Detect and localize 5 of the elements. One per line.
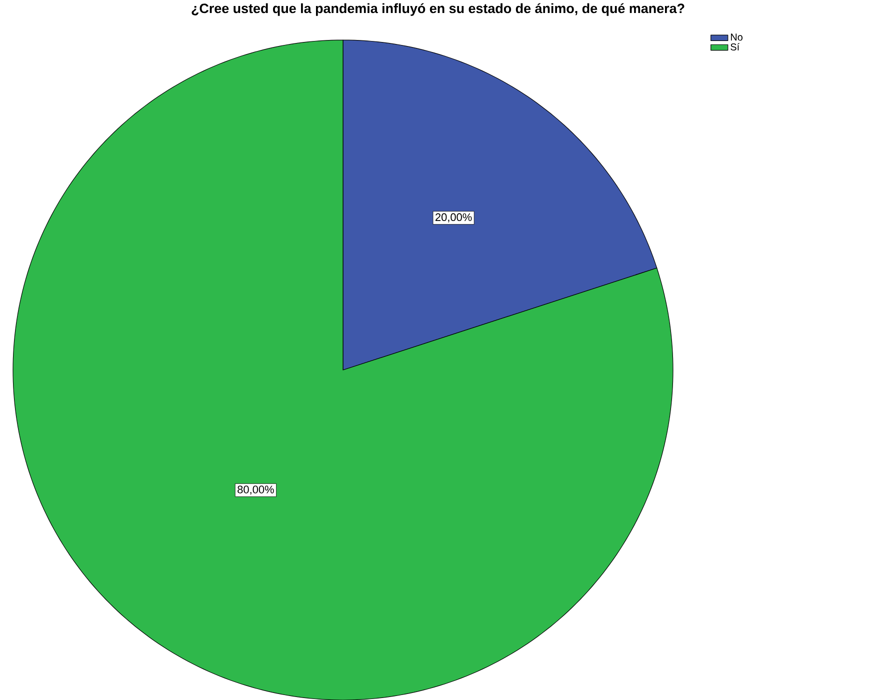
data-label: 80,00% bbox=[238, 486, 274, 495]
legend-label: Sí bbox=[730, 43, 740, 50]
legend-label: No bbox=[730, 34, 742, 41]
data-label: 20,00% bbox=[436, 213, 472, 222]
chart-title: ¿Cree usted que la pandemia influyó en su estado de ánimo, de qué manera? bbox=[192, 3, 684, 16]
